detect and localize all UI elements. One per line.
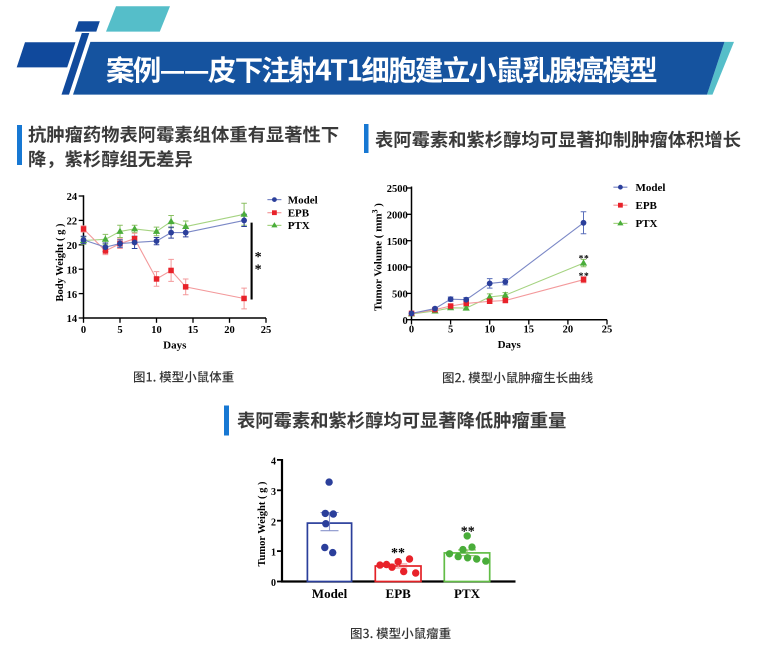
svg-text:0: 0 <box>271 578 276 589</box>
svg-text:14: 14 <box>67 314 78 325</box>
svg-text:15: 15 <box>524 324 535 335</box>
svg-text:15: 15 <box>188 325 199 336</box>
svg-text:1000: 1000 <box>387 263 408 274</box>
svg-text:1: 1 <box>271 548 276 559</box>
svg-text:0: 0 <box>81 325 86 336</box>
svg-text:0: 0 <box>409 324 414 335</box>
svg-text:Days: Days <box>163 339 187 351</box>
svg-text:1500: 1500 <box>387 237 408 248</box>
svg-text:10: 10 <box>484 324 495 335</box>
svg-text:5: 5 <box>448 324 453 335</box>
svg-text:20: 20 <box>563 324 574 335</box>
svg-text:PTX: PTX <box>636 218 658 230</box>
svg-text:**: ** <box>461 525 475 540</box>
svg-text:EPB: EPB <box>386 586 412 601</box>
svg-text:Model: Model <box>312 586 348 601</box>
svg-text:5: 5 <box>117 325 122 336</box>
svg-text:Tumor Volume ( mm3 ): Tumor Volume ( mm3 ) <box>371 203 385 311</box>
svg-text:**: ** <box>579 255 590 265</box>
svg-text:EPB: EPB <box>636 200 658 212</box>
svg-text:**: ** <box>391 546 405 561</box>
svg-text:2: 2 <box>271 517 276 528</box>
svg-text:Model: Model <box>288 194 318 206</box>
svg-text:20: 20 <box>67 241 78 252</box>
svg-text:24: 24 <box>67 192 78 203</box>
svg-text:*: * <box>255 263 262 278</box>
svg-text:0: 0 <box>402 316 407 327</box>
svg-text:3: 3 <box>271 487 276 498</box>
svg-text:18: 18 <box>67 265 78 276</box>
svg-text:16: 16 <box>67 290 78 301</box>
svg-text:10: 10 <box>151 325 162 336</box>
svg-text:2000: 2000 <box>387 211 408 222</box>
svg-text:Tumor Weight ( g ): Tumor Weight ( g ) <box>257 481 268 566</box>
svg-text:Days: Days <box>498 339 522 351</box>
svg-text:PTX: PTX <box>288 220 310 232</box>
svg-text:25: 25 <box>261 325 272 336</box>
svg-text:20: 20 <box>224 325 235 336</box>
svg-text:EPB: EPB <box>288 208 310 220</box>
svg-text:Model: Model <box>636 182 666 194</box>
svg-text:PTX: PTX <box>454 586 481 601</box>
svg-text:500: 500 <box>392 290 408 301</box>
svg-text:*: * <box>255 250 262 265</box>
svg-text:22: 22 <box>67 217 78 228</box>
svg-text:**: ** <box>579 272 590 282</box>
svg-text:25: 25 <box>602 324 613 335</box>
svg-text:4: 4 <box>271 457 276 468</box>
svg-text:2500: 2500 <box>387 184 408 195</box>
svg-text:Body Weight ( g ): Body Weight ( g ) <box>55 223 66 301</box>
